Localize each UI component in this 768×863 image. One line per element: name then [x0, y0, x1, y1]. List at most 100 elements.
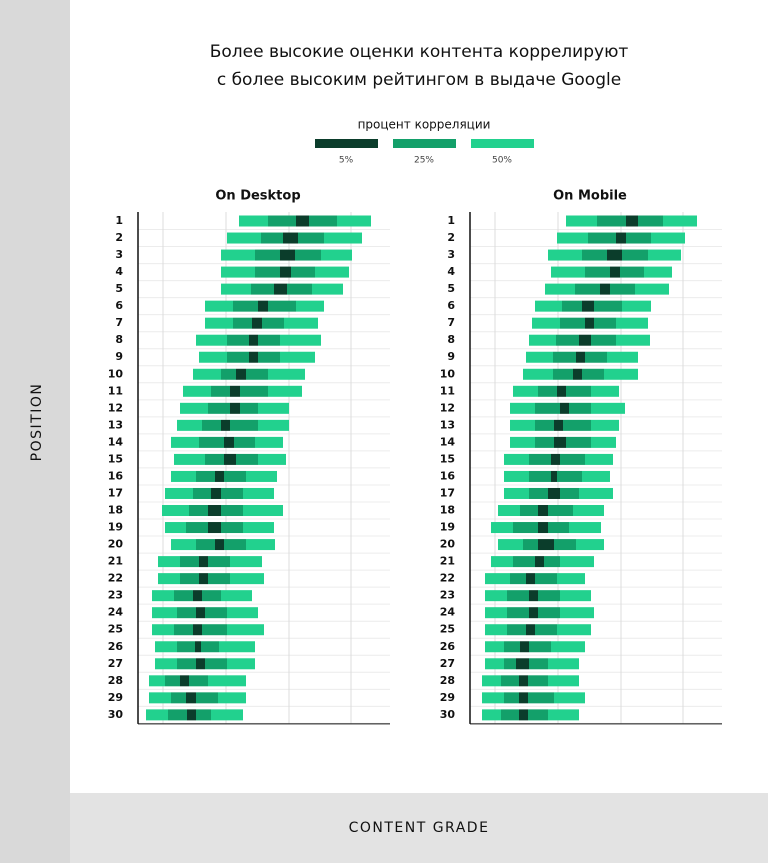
range-segment: [227, 624, 264, 636]
range-segment: [513, 522, 538, 534]
range-segment: [560, 487, 579, 499]
range-segment: [638, 215, 663, 227]
range-segment: [202, 624, 227, 636]
range-segment: [529, 658, 548, 670]
range-segment: [208, 522, 221, 534]
range-segment: [195, 641, 201, 653]
range-segment: [607, 351, 638, 363]
x-axis-label: CONTENT GRADE: [349, 820, 490, 836]
range-segment: [149, 692, 171, 704]
range-segment: [519, 675, 528, 687]
range-segment: [239, 215, 268, 227]
range-segment: [221, 266, 255, 278]
range-segment: [553, 351, 576, 363]
range-segment: [255, 436, 283, 448]
range-segment: [610, 266, 620, 278]
range-segment: [498, 539, 523, 551]
range-segment: [513, 556, 535, 568]
range-segment: [651, 232, 685, 244]
range-segment: [591, 334, 616, 346]
range-segment: [155, 641, 177, 653]
range-segment: [569, 522, 601, 534]
row-label: 27: [108, 657, 123, 670]
range-segment: [504, 641, 520, 653]
row-label: 2: [115, 231, 123, 244]
range-segment: [240, 385, 268, 397]
range-segment: [622, 300, 651, 312]
range-segment: [551, 266, 585, 278]
range-segment: [189, 675, 208, 687]
range-segment: [208, 573, 230, 585]
range-segment: [582, 470, 610, 482]
range-segment: [199, 436, 224, 448]
range-segment: [548, 249, 582, 261]
legend-label: 5%: [339, 156, 354, 166]
title-line: Более высокие оценки контента коррелирую…: [210, 42, 629, 62]
range-segment: [274, 283, 287, 295]
range-segment: [545, 283, 575, 295]
row-label: 5: [115, 282, 123, 295]
range-segment: [562, 300, 582, 312]
row-label: 15: [108, 452, 123, 465]
legend-swatch: [471, 139, 534, 148]
range-segment: [504, 692, 519, 704]
legend-title: процент корреляции: [358, 118, 491, 132]
row-label: 25: [108, 623, 123, 636]
row-label: 26: [440, 640, 456, 653]
range-segment: [582, 368, 604, 380]
range-segment: [205, 317, 233, 329]
range-segment: [321, 249, 352, 261]
range-segment: [224, 470, 246, 482]
title-line: с более высоким рейтингом в выдаче Googl…: [217, 70, 621, 90]
range-segment: [507, 607, 529, 619]
range-segment: [221, 419, 230, 431]
row-label: 15: [440, 452, 455, 465]
range-segment: [227, 658, 255, 670]
range-segment: [519, 709, 528, 721]
range-segment: [560, 453, 585, 465]
range-segment: [251, 283, 274, 295]
row-label: 23: [108, 589, 123, 602]
row-label: 5: [447, 282, 455, 295]
range-segment: [526, 573, 535, 585]
range-segment: [158, 556, 180, 568]
range-segment: [548, 505, 573, 517]
range-segment: [544, 556, 560, 568]
range-segment: [215, 470, 224, 482]
range-segment: [196, 658, 205, 670]
range-segment: [211, 385, 230, 397]
range-segment: [258, 300, 268, 312]
range-segment: [324, 232, 362, 244]
range-segment: [246, 539, 275, 551]
range-segment: [230, 402, 240, 414]
range-segment: [258, 402, 289, 414]
range-segment: [551, 641, 585, 653]
range-segment: [491, 556, 513, 568]
range-segment: [243, 487, 274, 499]
range-segment: [597, 215, 626, 227]
range-segment: [485, 641, 504, 653]
row-label: 13: [108, 418, 123, 431]
range-segment: [177, 641, 195, 653]
range-segment: [199, 573, 208, 585]
range-segment: [208, 675, 246, 687]
range-segment: [152, 607, 177, 619]
range-segment: [246, 368, 268, 380]
row-label: 12: [440, 401, 455, 414]
range-segment: [221, 522, 243, 534]
range-segment: [152, 624, 174, 636]
range-segment: [219, 641, 255, 653]
range-segment: [548, 487, 560, 499]
range-segment: [560, 317, 585, 329]
row-label: 7: [447, 316, 455, 329]
range-segment: [573, 505, 604, 517]
range-segment: [513, 385, 538, 397]
row-label: 21: [440, 555, 455, 568]
range-segment: [243, 505, 283, 517]
range-segment: [177, 658, 196, 670]
range-segment: [482, 709, 501, 721]
range-segment: [227, 607, 258, 619]
range-segment: [252, 317, 262, 329]
range-segment: [556, 334, 579, 346]
